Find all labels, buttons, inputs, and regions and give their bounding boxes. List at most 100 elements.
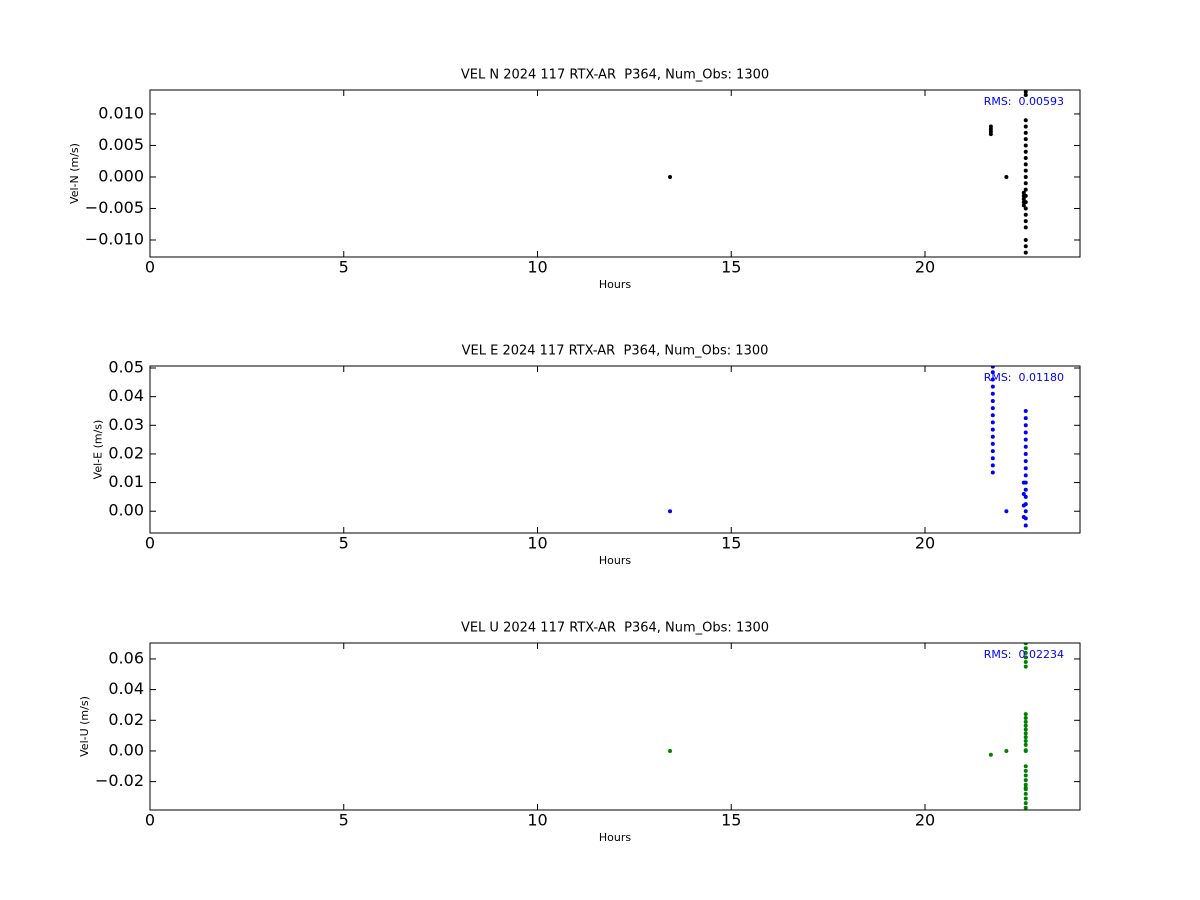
point (1023, 130, 1028, 135)
point (1023, 437, 1028, 442)
point (1023, 193, 1028, 198)
point (990, 413, 995, 418)
plot-title: VEL N 2024 117 RTX-AR P364, Num_Obs: 130… (461, 68, 769, 83)
x-tick-label: 5 (339, 534, 349, 553)
x-tick-label: 15 (721, 534, 741, 553)
plot-frame (149, 89, 1081, 258)
point (990, 366, 995, 369)
point (990, 406, 995, 411)
y-tick-label: 0.06 (108, 648, 144, 667)
point (1023, 785, 1028, 790)
x-tick-label: 5 (339, 258, 349, 277)
point (990, 434, 995, 439)
point (1023, 509, 1028, 514)
point (990, 377, 995, 382)
point (1021, 190, 1026, 195)
point (1023, 487, 1028, 492)
y-tick-label: 0.00 (108, 740, 144, 759)
point (1023, 162, 1028, 167)
plot-title: VEL E 2024 117 RTX-AR P364, Num_Obs: 130… (462, 344, 769, 359)
point (990, 427, 995, 432)
point (990, 441, 995, 446)
point (1023, 735, 1028, 740)
point (1023, 473, 1028, 478)
x-tick-label: 10 (527, 811, 547, 830)
y-tick-label: −0.005 (85, 198, 144, 217)
point (1023, 90, 1028, 94)
x-axis-label: Hours (599, 554, 631, 567)
point (1023, 723, 1028, 728)
point (988, 752, 993, 757)
y-tick-label: −0.02 (95, 771, 144, 790)
point (1023, 791, 1028, 796)
x-tick-label: 20 (915, 811, 935, 830)
point (1023, 801, 1028, 806)
x-axis-label: Hours (599, 278, 631, 291)
point (1023, 748, 1028, 753)
point (1023, 451, 1028, 456)
point (1023, 805, 1028, 810)
point (1023, 719, 1028, 724)
point (1023, 124, 1028, 129)
point (1023, 643, 1028, 646)
point (990, 370, 995, 375)
point (990, 391, 995, 396)
point (1023, 200, 1028, 205)
y-tick-label: 0.01 (108, 472, 144, 491)
plot-title: VEL U 2024 117 RTX-AR P364, Num_Obs: 130… (461, 621, 769, 636)
point (990, 449, 995, 454)
point (668, 174, 673, 179)
point (990, 470, 995, 475)
y-axis-label: Vel-N (m/s) (68, 143, 81, 204)
point (1023, 168, 1028, 173)
point (1021, 197, 1026, 202)
y-tick-label: −0.010 (85, 229, 144, 248)
point (1023, 523, 1028, 528)
y-tick-label: 0.005 (98, 135, 144, 154)
point (1023, 149, 1028, 154)
y-tick-label: 0.02 (108, 443, 144, 462)
point (1004, 509, 1009, 514)
point (1023, 660, 1028, 665)
point (1023, 408, 1028, 413)
point (1023, 118, 1028, 123)
point (668, 509, 673, 514)
point (1023, 137, 1028, 142)
y-tick-label: 0.02 (108, 710, 144, 729)
point (1023, 646, 1028, 651)
point (1023, 727, 1028, 732)
y-axis-label: Vel-U (m/s) (78, 696, 91, 757)
rms-annotation: RMS: 0.00593 (984, 95, 1064, 108)
point (1023, 93, 1028, 98)
plot-frame (149, 642, 1081, 811)
point (990, 456, 995, 461)
point (1023, 742, 1028, 747)
point (1023, 738, 1028, 743)
point (1023, 181, 1028, 186)
point (1023, 244, 1028, 249)
point (1004, 174, 1009, 179)
x-tick-label: 0 (145, 534, 155, 553)
x-tick-label: 15 (721, 258, 741, 277)
point (1023, 430, 1028, 435)
point (1021, 514, 1026, 519)
point (1023, 773, 1028, 778)
point (1004, 748, 1009, 753)
rms-annotation: RMS: 0.01180 (984, 371, 1064, 384)
point (1023, 206, 1028, 211)
point (990, 398, 995, 403)
point (1023, 225, 1028, 230)
plot-frame (149, 365, 1081, 534)
point (1023, 655, 1028, 660)
y-tick-label: 0.000 (98, 166, 144, 185)
y-tick-label: 0.05 (108, 358, 144, 377)
point (1023, 715, 1028, 720)
point (1023, 782, 1028, 787)
point (1023, 664, 1028, 669)
y-tick-label: 0.03 (108, 415, 144, 434)
x-tick-label: 10 (527, 534, 547, 553)
point (668, 748, 673, 753)
point (1023, 212, 1028, 217)
point (988, 124, 993, 129)
point (990, 384, 995, 389)
